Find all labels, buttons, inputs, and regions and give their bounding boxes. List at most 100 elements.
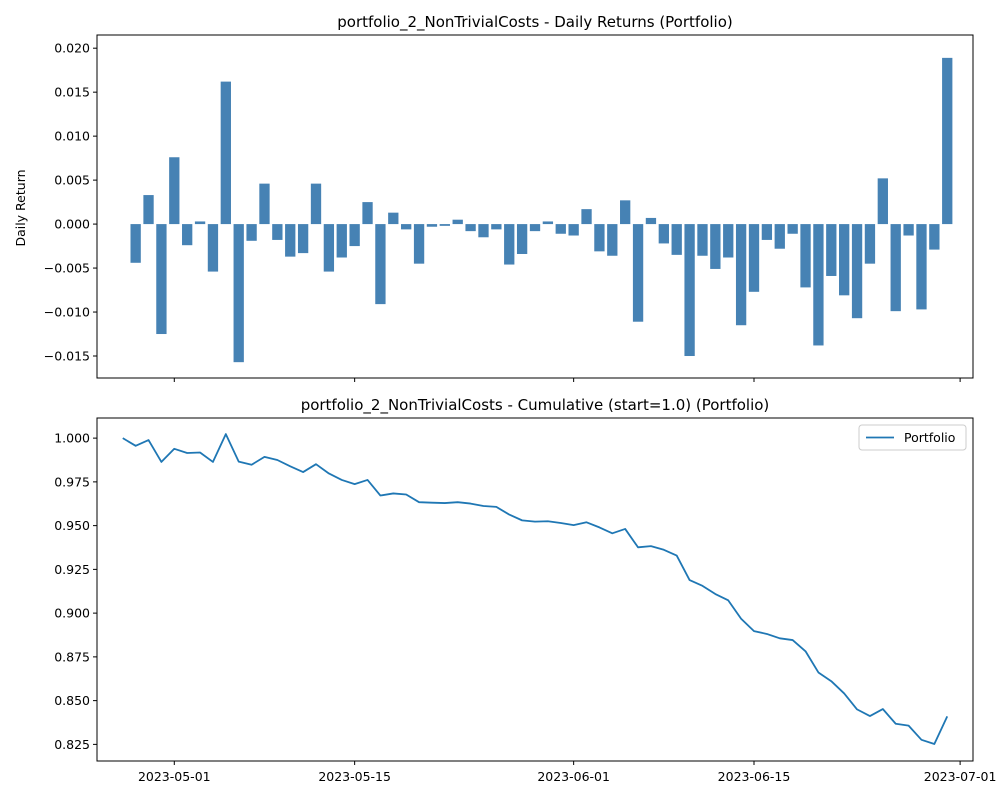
legend: Portfolio bbox=[858, 424, 967, 451]
returns-chart-ylabel: Daily Return bbox=[13, 169, 28, 246]
return-bar bbox=[465, 224, 476, 232]
return-bar bbox=[542, 221, 554, 225]
return-bar bbox=[169, 157, 180, 225]
return-bar bbox=[426, 224, 438, 227]
return-bar bbox=[851, 224, 863, 319]
return-bar bbox=[504, 224, 515, 265]
return-bar bbox=[620, 200, 631, 225]
return-bar bbox=[413, 224, 425, 264]
return-bar bbox=[156, 224, 167, 335]
returns-chart-title: portfolio_2_NonTrivialCosts - Daily Retu… bbox=[337, 13, 732, 32]
return-bar bbox=[594, 224, 605, 252]
return-bar bbox=[697, 224, 708, 256]
return-bar bbox=[916, 224, 927, 310]
returns-x-axis bbox=[173, 378, 961, 382]
y-tick-label: 0.005 bbox=[54, 173, 90, 188]
y-tick-label: 0.010 bbox=[54, 129, 90, 144]
return-bar bbox=[890, 224, 901, 312]
return-bar bbox=[182, 224, 193, 246]
return-bar bbox=[246, 224, 257, 241]
return-bar bbox=[787, 224, 798, 234]
return-bar bbox=[710, 224, 721, 269]
return-bar bbox=[942, 57, 953, 225]
return-bar bbox=[813, 224, 824, 346]
cumulative-chart: portfolio_2_NonTrivialCosts - Cumulative… bbox=[54, 396, 996, 784]
return-bar bbox=[735, 224, 747, 326]
return-bar bbox=[723, 224, 734, 258]
y-tick-label: −0.015 bbox=[44, 349, 90, 364]
return-bar bbox=[375, 224, 386, 305]
return-bar bbox=[632, 224, 644, 322]
x-tick-label: 2023-05-15 bbox=[318, 769, 391, 784]
return-bar bbox=[439, 224, 450, 226]
return-bar bbox=[259, 183, 270, 225]
x-tick-label: 2023-07-01 bbox=[924, 769, 997, 784]
y-tick-label: −0.005 bbox=[44, 261, 90, 276]
return-bar bbox=[658, 224, 669, 244]
x-tick-label: 2023-06-15 bbox=[718, 769, 791, 784]
returns-chart: portfolio_2_NonTrivialCosts - Daily Retu… bbox=[13, 13, 974, 382]
return-bar bbox=[864, 224, 876, 264]
return-bar bbox=[929, 224, 940, 250]
return-bar bbox=[452, 219, 463, 225]
y-tick-label: 0.875 bbox=[54, 649, 90, 664]
return-bar bbox=[285, 224, 296, 257]
x-tick-label: 2023-05-01 bbox=[138, 769, 211, 784]
return-bar bbox=[555, 224, 566, 234]
return-bar bbox=[220, 81, 231, 225]
return-bar bbox=[903, 224, 914, 236]
return-bar bbox=[310, 183, 322, 225]
return-bar bbox=[272, 224, 283, 240]
y-tick-label: 0.020 bbox=[54, 41, 90, 56]
y-tick-label: 0.975 bbox=[54, 474, 90, 489]
return-bar bbox=[607, 224, 618, 256]
return-bar bbox=[684, 224, 695, 357]
y-tick-label: −0.010 bbox=[44, 305, 90, 320]
return-bar bbox=[800, 224, 811, 288]
return-bar bbox=[233, 224, 244, 363]
y-tick-label: 0.900 bbox=[54, 606, 90, 621]
return-bar bbox=[826, 224, 837, 276]
y-tick-label: 0.000 bbox=[54, 217, 90, 232]
cumulative-x-axis: 2023-05-01 2023-05-15 2023-06-01 2023-06-15… bbox=[138, 761, 996, 784]
return-bar bbox=[761, 224, 773, 240]
returns-plot-frame bbox=[96, 34, 974, 379]
y-tick-label: 0.950 bbox=[54, 518, 90, 533]
return-bar bbox=[388, 212, 399, 225]
return-bar bbox=[336, 224, 347, 258]
return-bar bbox=[130, 224, 141, 263]
y-tick-label: 0.825 bbox=[54, 737, 90, 752]
return-bar bbox=[207, 224, 219, 272]
return-bar bbox=[143, 195, 154, 225]
return-bar bbox=[671, 224, 682, 255]
return-bar bbox=[401, 224, 412, 230]
return-bar bbox=[349, 224, 360, 247]
legend-label: Portfolio bbox=[904, 430, 955, 445]
return-bar bbox=[774, 224, 785, 249]
return-bar bbox=[645, 217, 657, 225]
return-bar bbox=[491, 224, 502, 230]
return-bar bbox=[877, 178, 888, 225]
x-tick-label: 2023-06-01 bbox=[537, 769, 610, 784]
cumulative-y-axis: 0.825 0.850 0.875 0.900 0.925 0.950 0.975 1.000 bbox=[54, 431, 97, 752]
return-bar bbox=[748, 224, 760, 292]
y-tick-label: 0.925 bbox=[54, 562, 90, 577]
return-bar bbox=[297, 224, 309, 254]
y-tick-label: 0.850 bbox=[54, 693, 90, 708]
y-tick-label: 0.015 bbox=[54, 85, 90, 100]
return-bar bbox=[516, 224, 528, 254]
return-bar bbox=[581, 209, 592, 225]
returns-y-axis: −0.015 −0.010 −0.005 0.000 0.005 0.010 0.015 0.… bbox=[44, 41, 97, 364]
cumulative-chart-title: portfolio_2_NonTrivialCosts - Cumulative… bbox=[301, 396, 770, 415]
return-bar bbox=[323, 224, 335, 272]
legend-box bbox=[858, 424, 967, 451]
returns-bars bbox=[130, 57, 953, 363]
return-bar bbox=[529, 224, 541, 232]
cumulative-plot-frame bbox=[96, 417, 974, 762]
y-tick-label: 1.000 bbox=[54, 431, 90, 446]
return-bar bbox=[839, 224, 850, 296]
portfolio-line bbox=[122, 433, 949, 745]
return-bar bbox=[478, 224, 489, 238]
return-bar bbox=[568, 224, 579, 236]
